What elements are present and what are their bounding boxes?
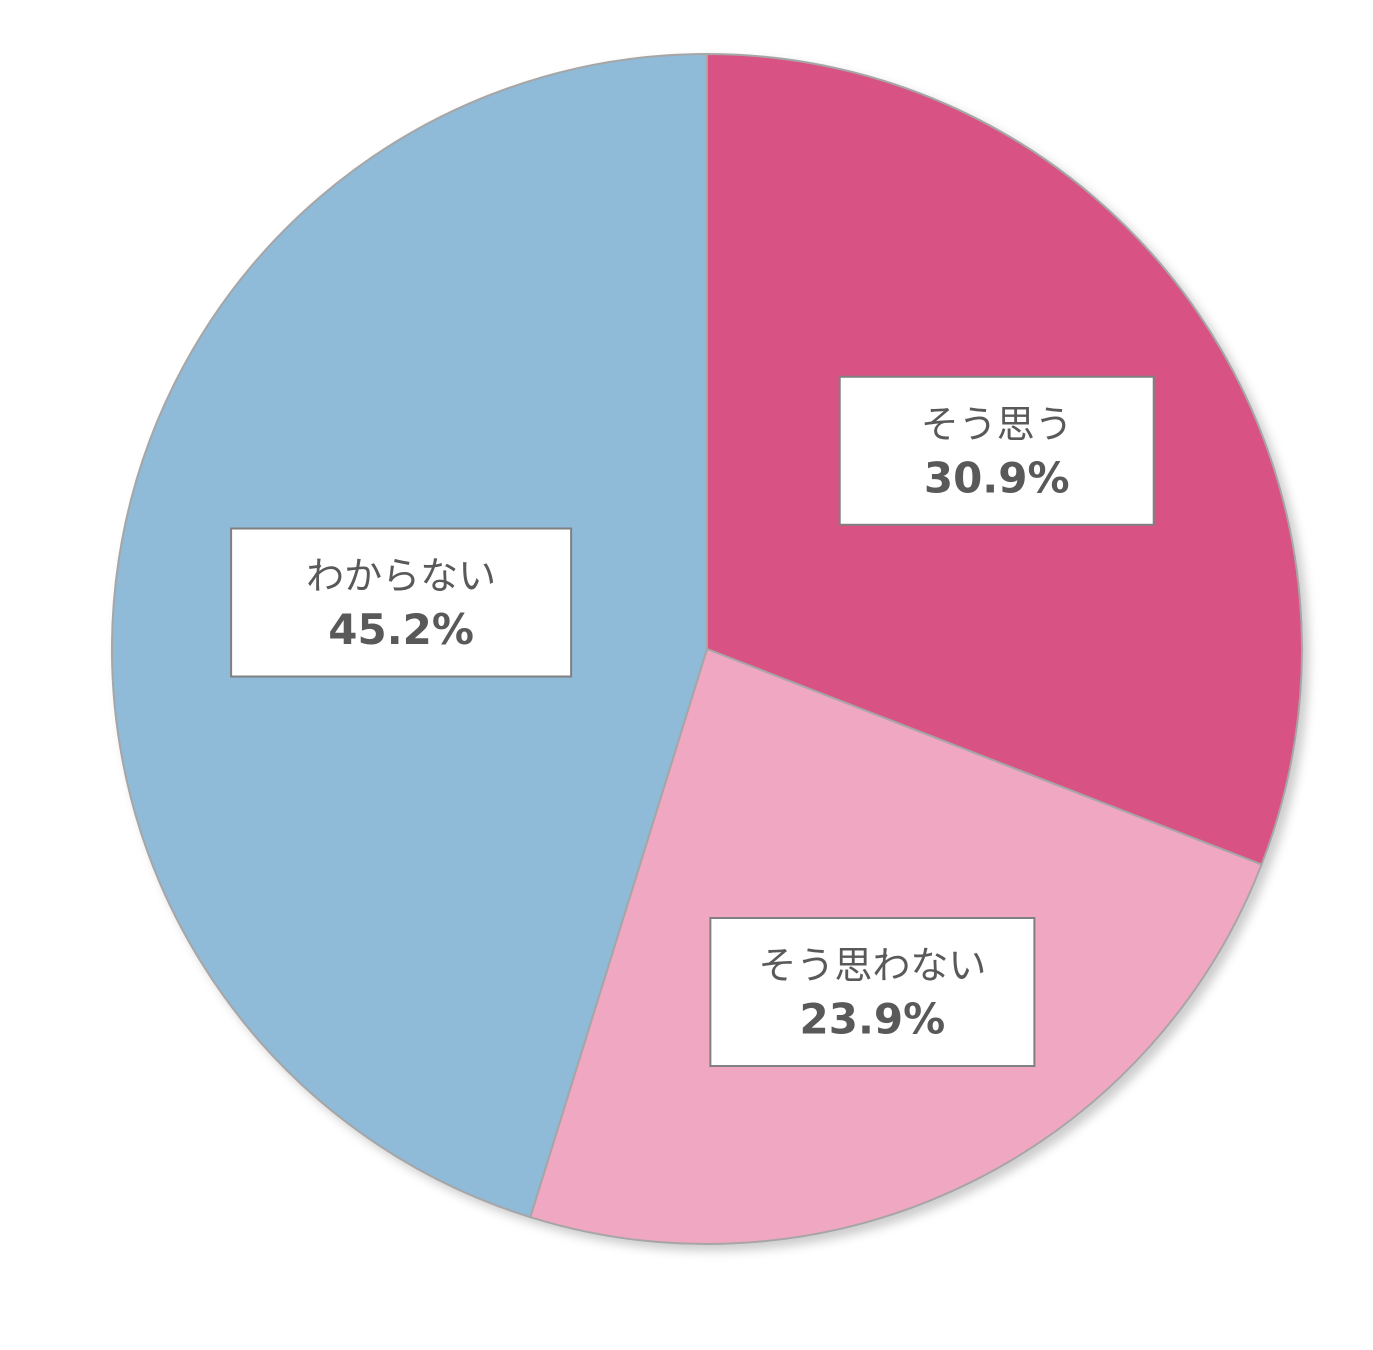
label-box bbox=[230, 527, 573, 678]
value-label: 45.2% bbox=[328, 605, 474, 654]
category-label: そう思わない bbox=[758, 944, 986, 988]
category-label: わからない bbox=[306, 554, 496, 598]
value-label: 30.9% bbox=[924, 453, 1070, 502]
value-label: 23.9% bbox=[800, 995, 946, 1044]
category-label: そう思う bbox=[921, 402, 1073, 446]
labels: そう思う 30.9% そう思わない 23.9% わからない 45.2% bbox=[230, 375, 1155, 1068]
label-box bbox=[709, 917, 1036, 1068]
label-box bbox=[838, 375, 1155, 526]
